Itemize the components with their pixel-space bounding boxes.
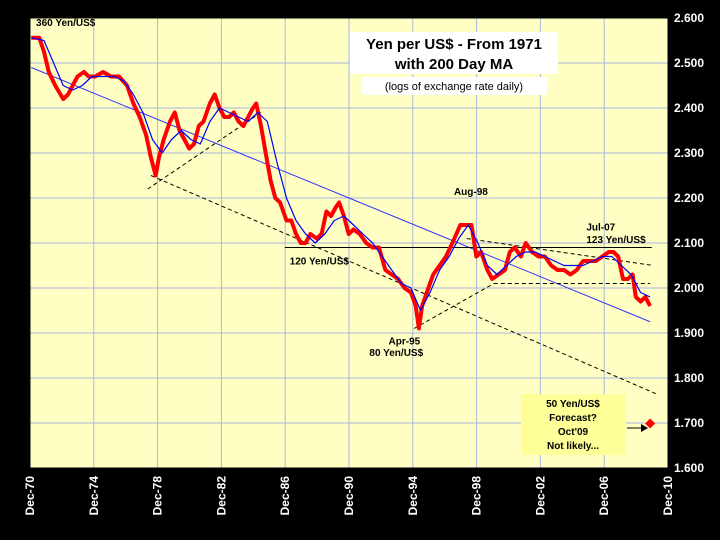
forecast-line-4: Not likely... <box>547 441 599 452</box>
x-tick-label: Dec-10 <box>661 476 675 516</box>
trend-line-dashed <box>466 238 654 266</box>
y-tick-label: 2.200 <box>674 191 704 205</box>
annotation-label: 120 Yen/US$ <box>290 257 350 268</box>
annotation-label: 360 Yen/US$ <box>36 18 96 29</box>
series-lines <box>31 35 652 331</box>
x-tick-label: Dec-98 <box>470 476 484 516</box>
x-tick-label: Dec-74 <box>87 476 101 516</box>
title-box-background <box>350 32 558 74</box>
y-axis-ticks: 1.600 1.700 1.800 1.900 2.000 2.100 2.200 2.300… <box>668 11 704 475</box>
chart-title: Yen per US$ - From 1971 <box>366 36 542 53</box>
y-tick-label: 2.000 <box>674 281 704 295</box>
chart-title-line2: with 200 Day MA <box>394 56 514 73</box>
trend-line-dashed <box>413 283 495 329</box>
forecast-arrow-head <box>641 424 648 432</box>
y-tick-label: 1.800 <box>674 371 704 385</box>
forecast-line-2: Forecast? <box>549 413 597 424</box>
title-box: Yen per US$ - From 1971 with 200 Day MA <box>350 32 558 74</box>
forecast-point <box>645 418 656 429</box>
annotation-label: Apr-95 <box>389 336 421 347</box>
moving-average-line <box>31 37 651 312</box>
annotation-label: Aug-98 <box>454 187 488 198</box>
annotation-label: 80 Yen/US$ <box>369 348 423 359</box>
y-tick-label: 2.600 <box>674 11 704 25</box>
forecast-line-1: 50 Yen/US$ <box>546 399 600 410</box>
x-tick-label: Dec-90 <box>342 476 356 516</box>
y-tick-label: 2.400 <box>674 101 704 115</box>
x-tick-label: Dec-86 <box>278 476 292 516</box>
y-tick-label: 1.900 <box>674 326 704 340</box>
x-tick-label: Dec-94 <box>406 476 420 516</box>
x-tick-label: Dec-78 <box>151 476 165 516</box>
subtitle-box: (logs of exchange rate daily) <box>362 77 547 95</box>
forecast-box-background <box>521 394 626 455</box>
annotation-label: Jul-07 <box>586 222 615 233</box>
annotations: 360 Yen/US$ Aug-98 Jul-07 123 Yen/US$ 120 Ye… <box>36 18 646 359</box>
x-tick-label: Dec-70 <box>23 476 37 516</box>
y-tick-label: 2.500 <box>674 56 704 70</box>
x-tick-label: Dec-82 <box>214 476 228 516</box>
forecast-box: 50 Yen/US$ Forecast? Oct'09 Not likely..… <box>521 394 626 455</box>
y-tick-label: 2.100 <box>674 236 704 250</box>
y-tick-label: 1.600 <box>674 461 704 475</box>
subtitle-box-background <box>362 77 547 95</box>
x-tick-label: Dec-06 <box>597 476 611 516</box>
chart-subtitle: (logs of exchange rate daily) <box>385 81 523 93</box>
x-axis-ticks: Dec-70 Dec-74 Dec-78 Dec-82 Dec-86 Dec-90 Dec-… <box>23 476 675 516</box>
forecast-arrow <box>627 424 648 432</box>
y-tick-label: 1.700 <box>674 416 704 430</box>
annotation-label: 123 Yen/US$ <box>586 235 646 246</box>
exchange-rate-line <box>31 35 652 331</box>
x-tick-label: Dec-02 <box>533 476 547 516</box>
forecast-line-3: Oct'09 <box>558 427 589 438</box>
y-tick-label: 2.300 <box>674 146 704 160</box>
